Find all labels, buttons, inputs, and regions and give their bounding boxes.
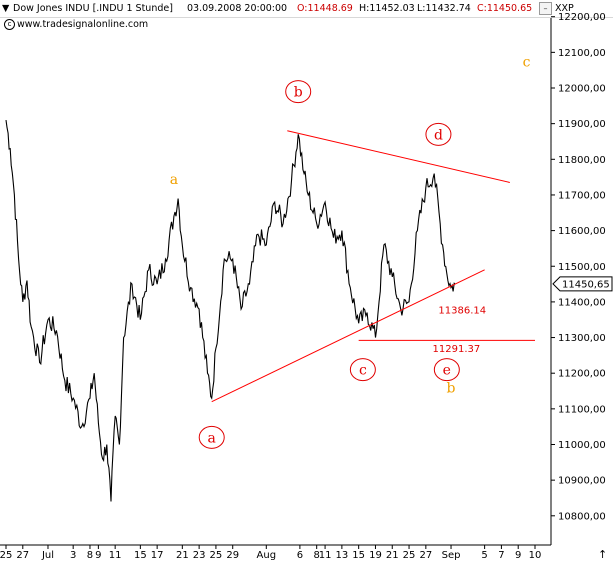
wave-label: a (208, 430, 216, 446)
x-tick-label: 8 (313, 550, 319, 561)
symbol-label: Dow Jones INDU [.INDU 1 Stunde] (13, 3, 173, 14)
watermark: c www.tradesignalonline.com (4, 19, 148, 30)
x-tick-label: 21 (386, 550, 399, 561)
x-tick-label: 10 (529, 550, 542, 561)
x-tick-label: Sep (442, 550, 461, 561)
x-tick-label: 27 (419, 550, 432, 561)
y-tick-label: 11400,00 (558, 297, 606, 308)
up-arrow-icon: ↑ (598, 548, 607, 561)
wave-label-orange: a (170, 172, 178, 188)
x-tick-label: 23 (193, 550, 206, 561)
y-tick-label: 11800,00 (558, 155, 606, 166)
x-tick-label: 27 (16, 550, 29, 561)
x-tick-label: 15 (352, 550, 365, 561)
wave-label-circle (425, 122, 452, 146)
x-tick-label: 21 (176, 550, 189, 561)
down-arrow-icon[interactable]: ▼ (2, 3, 10, 14)
x-tick-label: 25 (403, 550, 416, 561)
x-tick-label: 25 (210, 550, 223, 561)
wave-label: c (359, 363, 367, 379)
wave-label-orange: c (523, 54, 531, 70)
low-value: L:11432.74 (417, 3, 471, 14)
current-price-label: 11450,65 (562, 279, 610, 290)
x-tick-label: Aug (257, 550, 277, 561)
x-tick-label: Jul (41, 550, 54, 561)
y-tick-label: 10800,00 (558, 511, 606, 522)
x-tick-label: 5 (481, 550, 487, 561)
wave-label-orange: b (447, 380, 456, 396)
datetime-label: 03.09.2008 20:00:00 (187, 3, 288, 14)
trendline (211, 269, 485, 403)
x-tick-label: 11 (109, 550, 122, 561)
level-value-label: 11386.14 (438, 306, 486, 317)
y-tick-label: 11200,00 (558, 369, 606, 380)
scale-label: XXP (555, 3, 574, 14)
wave-label: e (443, 363, 451, 379)
wave-label: d (434, 127, 443, 143)
open-value: O:11448.69 (297, 3, 353, 14)
x-tick-label: 13 (336, 550, 349, 561)
x-tick-label: 9 (95, 550, 101, 561)
y-tick-label: 10900,00 (558, 476, 606, 487)
y-tick-label: 12000,00 (558, 84, 606, 95)
x-tick-label: 8 (87, 550, 93, 561)
y-tick-label: 11600,00 (558, 226, 606, 237)
x-tick-label: 25 (0, 550, 12, 561)
y-tick-label: 11700,00 (558, 190, 606, 201)
y-tick-label: 11500,00 (558, 262, 606, 273)
y-tick-label: 11100,00 (558, 404, 606, 415)
wave-label-circle (349, 358, 376, 382)
x-tick-label: 17 (151, 550, 164, 561)
y-tick-label: 11000,00 (558, 440, 606, 451)
x-tick-label: 19 (369, 550, 382, 561)
x-tick-label: 3 (70, 550, 76, 561)
y-tick-label: 11300,00 (558, 333, 606, 344)
wave-label-circle (285, 80, 312, 104)
wave-label-circle (198, 425, 225, 449)
level-value-label: 11291.37 (433, 344, 481, 355)
y-tick-label: 12100,00 (558, 48, 606, 59)
trendline (287, 130, 510, 183)
price-series-line (5, 120, 456, 502)
y-tick-label: 11900,00 (558, 119, 606, 130)
x-tick-label: 15 (134, 550, 147, 561)
y-tick-label: 12200,00 (558, 12, 606, 23)
high-value: H:11452.03 (359, 3, 415, 14)
x-tick-label: 7 (498, 550, 504, 561)
wave-label: b (294, 85, 303, 101)
watermark-text: www.tradesignalonline.com (17, 19, 149, 30)
chart-header: ▼ Dow Jones INDU [.INDU 1 Stunde] 03.09.… (0, 0, 613, 18)
wave-label-circle (433, 358, 460, 382)
x-tick-label: 29 (226, 550, 239, 561)
copyright-icon: c (4, 19, 15, 30)
current-price-marker (552, 276, 613, 292)
x-tick-label: 6 (297, 550, 303, 561)
x-tick-label: 11 (319, 550, 332, 561)
minimize-button[interactable]: – (539, 2, 552, 15)
close-value: C:11450.65 (477, 3, 533, 14)
x-tick-label: 9 (515, 550, 521, 561)
